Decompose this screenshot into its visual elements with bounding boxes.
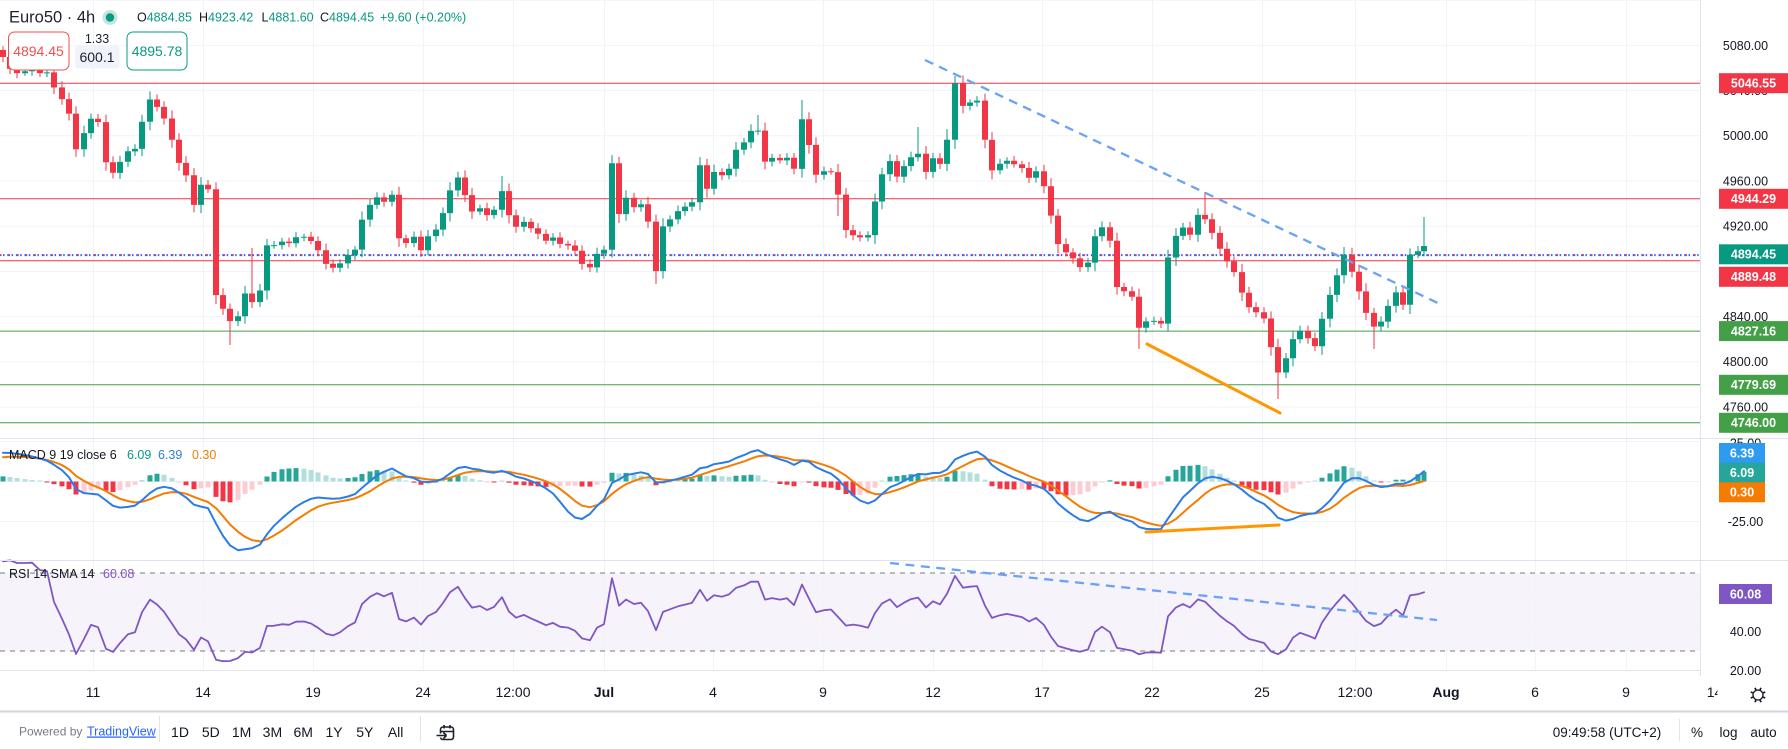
svg-text:C4894.45: C4894.45 <box>320 11 374 25</box>
svg-text:60.08: 60.08 <box>1730 587 1761 601</box>
svg-text:4894.45: 4894.45 <box>13 43 64 59</box>
svg-text:O4884.85: O4884.85 <box>137 11 192 25</box>
svg-text:6.09: 6.09 <box>1730 466 1754 480</box>
svg-text:4920.00: 4920.00 <box>1723 220 1768 234</box>
svg-text:40.00: 40.00 <box>1730 625 1761 639</box>
svg-text:14: 14 <box>195 684 211 700</box>
svg-text:19: 19 <box>305 684 321 700</box>
svg-text:1.33: 1.33 <box>85 32 109 46</box>
svg-text:4895.78: 4895.78 <box>132 43 183 59</box>
svg-text:4779.69: 4779.69 <box>1731 378 1776 392</box>
svg-text:5046.55: 5046.55 <box>1731 77 1776 91</box>
svg-text:5Y: 5Y <box>356 724 374 740</box>
svg-text:L4881.60: L4881.60 <box>262 11 314 25</box>
svg-text:4960.00: 4960.00 <box>1723 174 1768 188</box>
svg-text:17: 17 <box>1034 684 1050 700</box>
svg-text:6.39: 6.39 <box>158 448 182 462</box>
svg-text:600.1: 600.1 <box>79 49 114 65</box>
svg-text:6.39: 6.39 <box>1730 446 1754 460</box>
svg-text:4944.29: 4944.29 <box>1731 192 1776 206</box>
svg-text:12: 12 <box>925 684 941 700</box>
svg-text:22: 22 <box>1144 684 1160 700</box>
svg-text:4889.48: 4889.48 <box>1731 270 1776 284</box>
svg-text:1M: 1M <box>232 724 251 740</box>
svg-text:6M: 6M <box>293 724 312 740</box>
svg-text:4: 4 <box>709 684 717 700</box>
svg-text:5D: 5D <box>202 724 220 740</box>
svg-text:Jul: Jul <box>594 684 614 700</box>
svg-text:RSI 14 SMA 14: RSI 14 SMA 14 <box>9 567 95 581</box>
svg-text:12:00: 12:00 <box>495 684 530 700</box>
svg-text:20.00: 20.00 <box>1730 664 1761 678</box>
svg-text:6.09: 6.09 <box>127 448 151 462</box>
svg-text:6: 6 <box>1531 684 1539 700</box>
svg-text:09:49:58 (UTC+2): 09:49:58 (UTC+2) <box>1553 725 1661 740</box>
svg-text:4746.00: 4746.00 <box>1731 416 1776 430</box>
svg-text:Aug: Aug <box>1432 684 1459 700</box>
svg-text:Powered by: Powered by <box>19 725 82 739</box>
svg-text:1D: 1D <box>171 724 189 740</box>
svg-text:25: 25 <box>1254 684 1270 700</box>
svg-text:9: 9 <box>819 684 827 700</box>
svg-text:4760.00: 4760.00 <box>1723 400 1768 414</box>
svg-text:log: log <box>1719 725 1737 740</box>
svg-text:24: 24 <box>415 684 431 700</box>
svg-text:-25.00: -25.00 <box>1728 515 1763 529</box>
svg-text:All: All <box>388 724 404 740</box>
svg-text:1Y: 1Y <box>325 724 343 740</box>
svg-text:auto: auto <box>1750 725 1776 740</box>
svg-text:5000.00: 5000.00 <box>1723 129 1768 143</box>
svg-text:12:00: 12:00 <box>1337 684 1372 700</box>
svg-text:5080.00: 5080.00 <box>1723 39 1768 53</box>
svg-text:0.30: 0.30 <box>192 448 216 462</box>
svg-text:0.30: 0.30 <box>1730 486 1754 500</box>
svg-text:11: 11 <box>86 684 101 700</box>
svg-text:H4923.42: H4923.42 <box>199 11 253 25</box>
svg-text:4800.00: 4800.00 <box>1723 355 1768 369</box>
svg-text:60.08: 60.08 <box>103 567 134 581</box>
svg-text:+9.60 (+0.20%): +9.60 (+0.20%) <box>380 11 466 25</box>
svg-text:Euro50 · 4h: Euro50 · 4h <box>9 9 95 27</box>
svg-text:TradingView: TradingView <box>87 725 157 739</box>
svg-text:14: 14 <box>1707 684 1723 700</box>
svg-text:9: 9 <box>1622 684 1630 700</box>
svg-text:MACD 9 19 close 6: MACD 9 19 close 6 <box>9 448 117 462</box>
svg-text:4827.16: 4827.16 <box>1731 325 1776 339</box>
svg-text:4840.00: 4840.00 <box>1723 310 1768 324</box>
svg-text:4894.45: 4894.45 <box>1731 248 1776 262</box>
svg-text:3M: 3M <box>263 724 282 740</box>
svg-text:%: % <box>1691 725 1703 740</box>
